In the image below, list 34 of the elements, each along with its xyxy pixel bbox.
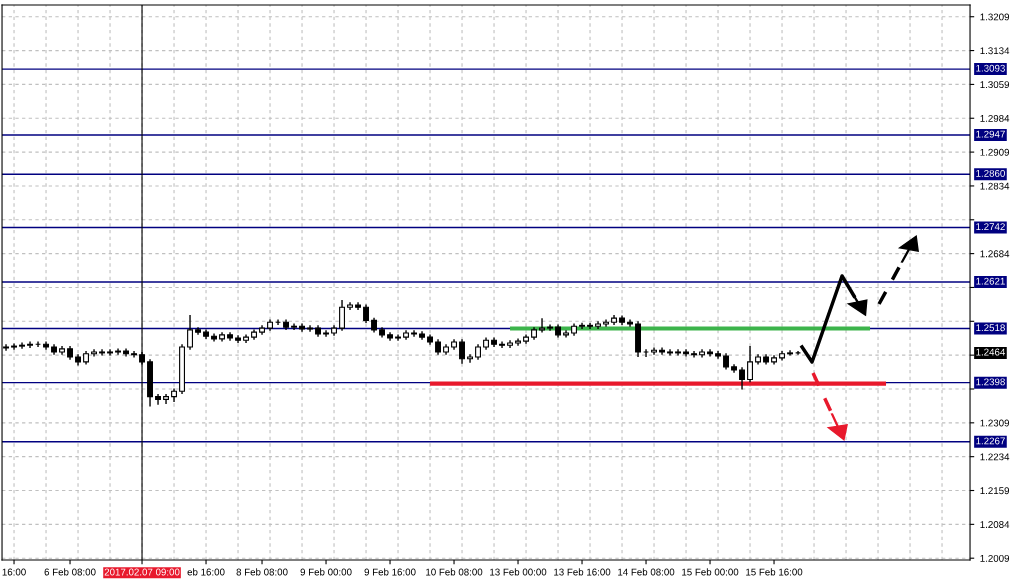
ref-line-label: 1.2621 bbox=[976, 277, 1005, 285]
y-tick-label: 1.2834 bbox=[980, 182, 1010, 190]
x-tick-label: 2017.02.07 09:00 bbox=[104, 568, 180, 576]
x-tick-label: 14 Feb 08:00 bbox=[618, 568, 675, 576]
x-tick-label: 8 Feb 08:00 bbox=[236, 568, 288, 576]
x-tick-label: 16:00 bbox=[2, 568, 26, 576]
y-tick-label: 1.2984 bbox=[980, 114, 1010, 122]
x-tick-label: eb 16:00 bbox=[187, 568, 225, 576]
y-tick-label: 1.2234 bbox=[980, 453, 1010, 461]
y-tick-label: 1.3209 bbox=[980, 13, 1010, 21]
ref-line-label: 1.2267 bbox=[976, 437, 1005, 445]
x-tick-label: 9 Feb 00:00 bbox=[300, 568, 352, 576]
x-tick-label: 13 Feb 16:00 bbox=[554, 568, 611, 576]
ref-line-label: 1.2860 bbox=[976, 169, 1005, 177]
x-tick-label: 15 Feb 16:00 bbox=[746, 568, 803, 576]
x-tick-label: 15 Feb 00:00 bbox=[682, 568, 739, 576]
ref-line-label: 1.3093 bbox=[976, 64, 1005, 72]
y-tick-label: 1.2309 bbox=[980, 419, 1010, 427]
y-tick-label: 1.2009 bbox=[980, 554, 1010, 562]
y-tick-label: 1.2909 bbox=[980, 148, 1010, 156]
y-tick-label: 1.3059 bbox=[980, 81, 1010, 89]
x-tick-label: 13 Feb 00:00 bbox=[490, 568, 547, 576]
x-tick-label: 10 Feb 08:00 bbox=[426, 568, 483, 576]
ref-line-label: 1.2742 bbox=[976, 223, 1005, 230]
text: 1.2464 bbox=[976, 348, 1006, 356]
y-tick-label: 1.3134 bbox=[980, 47, 1010, 55]
x-tick-label: 9 Feb 16:00 bbox=[364, 568, 416, 576]
y-tick-label: 1.2084 bbox=[980, 521, 1010, 528]
ref-line-label: 1.2947 bbox=[976, 130, 1005, 138]
x-tick-label: 6 Feb 08:00 bbox=[44, 568, 96, 576]
ref-line-label: 1.2518 bbox=[976, 324, 1005, 332]
y-tick-label: 1.2684 bbox=[980, 250, 1010, 258]
y-tick-label: 1.2159 bbox=[980, 487, 1010, 495]
ref-line-label: 1.2398 bbox=[976, 378, 1005, 386]
